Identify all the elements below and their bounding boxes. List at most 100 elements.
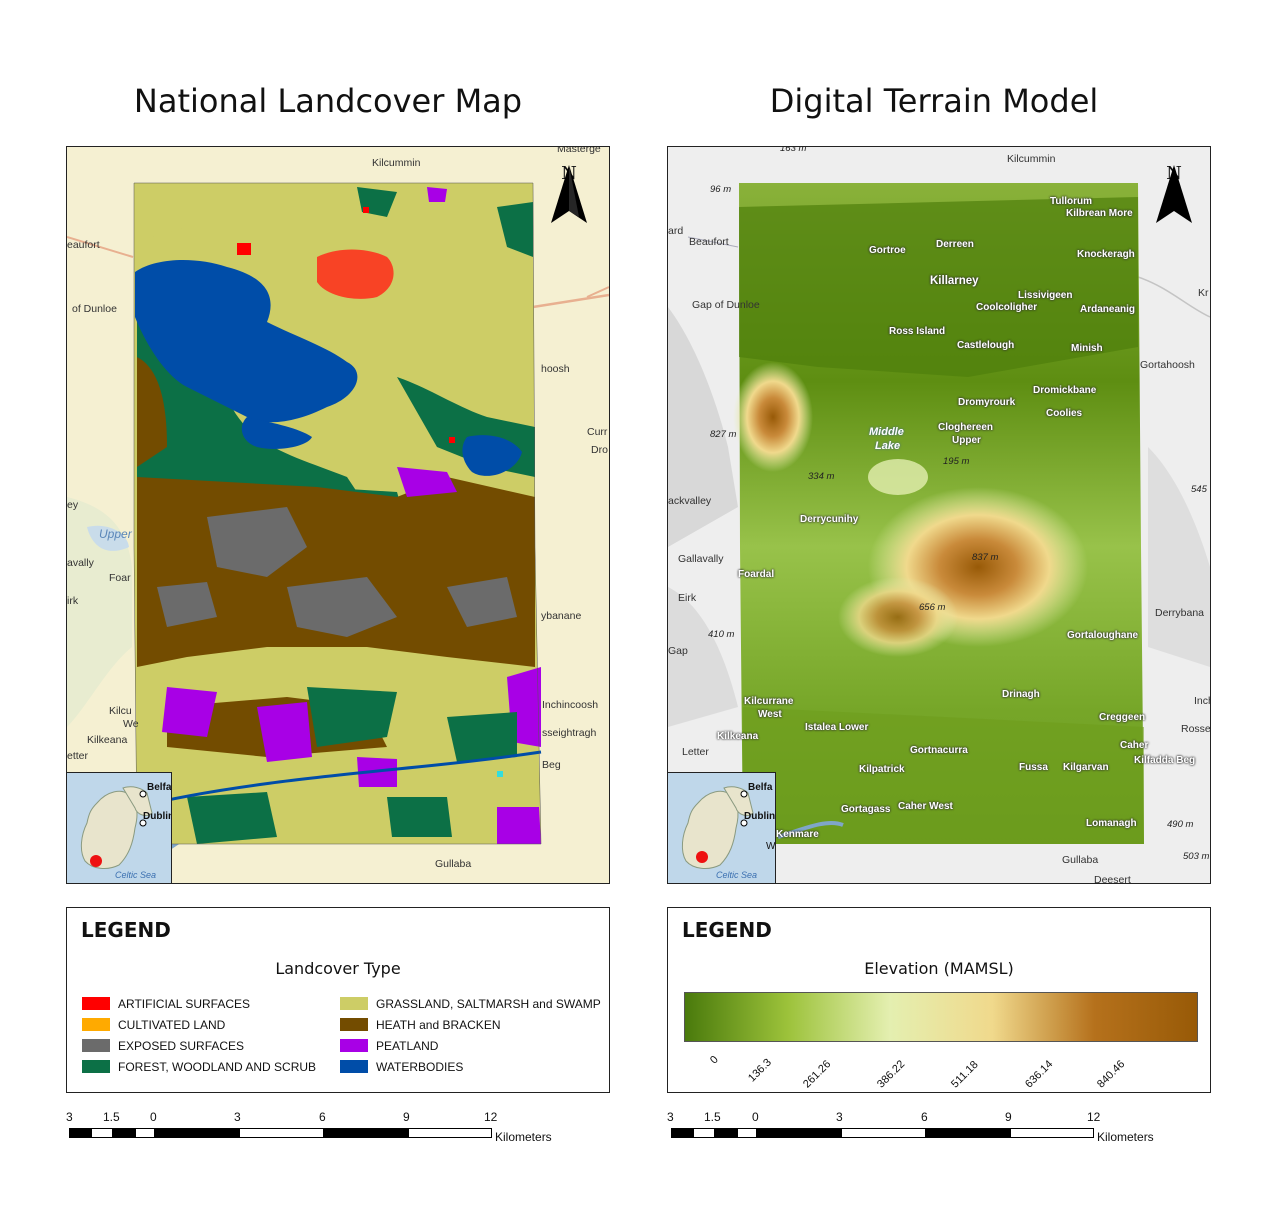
dtm-place-dromickbane: Dromickbane	[1033, 385, 1097, 396]
elev-163: 163 m	[780, 146, 807, 154]
middle-lake-line2: Lake	[875, 440, 901, 452]
dtm-place-gallavally: Gallavally	[678, 553, 724, 565]
inset-right-sea-label: Celtic Sea	[716, 870, 758, 880]
dtm-place-kilgarvan: Kilgarvan	[1063, 762, 1109, 773]
dtm-place-caher-west: Caher West	[898, 801, 953, 812]
legend-cultivated: CULTIVATED LAND	[118, 1018, 226, 1032]
dtm-place-kenmare: Kenmare	[776, 829, 819, 840]
scale-right-seg6	[841, 1128, 926, 1138]
dtm-place-gullaba: Gullaba	[1062, 854, 1099, 866]
swatch-cultivated	[82, 1018, 110, 1031]
elev-490: 490 m	[1167, 819, 1194, 830]
scale-right-seg5	[757, 1128, 841, 1138]
dtm-place-derreen: Derreen	[936, 239, 974, 250]
dtm-place-lissivigeen: Lissivigeen	[1018, 290, 1073, 301]
landcover-map-svg	[67, 147, 609, 883]
swatch-waterbodies	[340, 1060, 368, 1073]
lough-leane	[135, 260, 358, 423]
legend-right-heading: LEGEND	[682, 918, 772, 942]
legend-artificial: ARTIFICIAL SURFACES	[118, 997, 251, 1011]
legend-exposed: EXPOSED SURFACES	[118, 1039, 245, 1053]
dtm-place-rossei: Rossei	[1181, 723, 1211, 735]
dtm-place-beaufort: Beaufort	[689, 236, 729, 248]
dtm-place-killarney: Killarney	[930, 275, 979, 287]
dtm-place-fussa: Fussa	[1019, 762, 1048, 773]
dtm-place-coolcoligher: Coolcoligher	[976, 302, 1038, 313]
place-foar: Foar	[109, 572, 131, 584]
scale-right-unit: Kilometers	[1097, 1130, 1154, 1144]
dtm-place-gortroe: Gortroe	[869, 245, 906, 256]
dtm-place-castlelough: Castlelough	[957, 340, 1015, 351]
dtm-place-letter: Letter	[682, 746, 709, 758]
scale-right-1-5: 1.5	[704, 1110, 721, 1124]
dtm-place-kilbrean-more: Kilbrean More	[1066, 208, 1133, 219]
dtm-place-gortahoosh: Gortahoosh	[1140, 359, 1195, 371]
dtm-place-ard: ard	[668, 225, 684, 237]
dtm-place-minish: Minish	[1071, 343, 1103, 354]
legend-grassland: GRASSLAND, SALTMARSH and SWAMP	[376, 997, 601, 1011]
legend-subtitle: Landcover Type	[275, 959, 401, 978]
swatch-artificial	[82, 997, 110, 1010]
study-area-marker	[90, 855, 102, 867]
scale-left-1-5: 1.5	[103, 1110, 120, 1124]
legend-peatland: PEATLAND	[376, 1039, 439, 1053]
ramp-tick-2: 261.26	[801, 1058, 834, 1091]
dtm-place-inchir: Inchir	[1194, 695, 1210, 707]
upper-lake	[462, 435, 522, 476]
north-arrow-right: N	[1154, 163, 1194, 247]
place-etter: etter	[67, 750, 89, 762]
elev-96: 96 m	[710, 184, 732, 195]
dtm-place-kilpatrick: Kilpatrick	[859, 764, 905, 775]
dtm-place-kr: Kr	[1198, 287, 1209, 299]
dtm-place-kilfadda-beg: Kilfadda Beg	[1134, 755, 1196, 766]
dtm-place-eirk: Eirk	[678, 592, 697, 604]
scale-left-seg3	[113, 1128, 135, 1138]
place-upper: Upper	[99, 527, 132, 541]
dtm-place-tullorum: Tullorum	[1050, 196, 1093, 207]
place-beg: Beg	[542, 759, 561, 771]
place-ybanane: ybanane	[541, 610, 582, 622]
scale-right-seg2	[693, 1128, 715, 1138]
scalebar-right: 3 1.5 0 3 6 9 12 Kilometers	[667, 1110, 1227, 1150]
dtm-place-gortnacurra: Gortnacurra	[910, 745, 968, 756]
ramp-tick-5: 636.14	[1023, 1058, 1056, 1091]
place-masterge: Masterge	[557, 146, 601, 155]
scale-left-seg5	[155, 1128, 239, 1138]
scale-right-12: 12	[1087, 1110, 1101, 1124]
dtm-place-derrybana: Derrybana	[1155, 607, 1205, 619]
place-avally: avally	[67, 557, 94, 569]
dtm-place-dromyrourk: Dromyrourk	[958, 397, 1016, 408]
place-kilkeana: Kilkeana	[87, 734, 128, 746]
scale-left-6: 6	[319, 1110, 326, 1124]
dtm-place-coolies: Coolies	[1046, 408, 1083, 419]
middle-lake-line1: Middle	[869, 426, 904, 438]
elevation-legend: LEGEND Elevation (MAMSL) 0 136.3 261.26 …	[667, 907, 1211, 1093]
landcover-map-frame[interactable]: N Kilcummin Masterge eaufort of Dunloe h…	[66, 146, 610, 884]
inset-label-belfast: Belfa	[147, 782, 172, 793]
scale-left-unit: Kilometers	[495, 1130, 552, 1144]
north-arrow-icon	[551, 165, 587, 223]
scale-left-12: 12	[484, 1110, 498, 1124]
ramp-tick-0: 0	[708, 1053, 721, 1067]
landcover-legend: LEGEND Landcover Type ARTIFICIAL SURFACE…	[66, 907, 610, 1093]
scale-left-seg1	[69, 1128, 91, 1138]
dtm-place-gap-of-dunloe: Gap of Dunloe	[692, 299, 760, 311]
legend-heath: HEATH and BRACKEN	[376, 1018, 501, 1032]
place-irk: irk	[67, 595, 79, 607]
place-hoosh: hoosh	[541, 363, 570, 375]
terrain-map-svg	[668, 147, 1210, 883]
terrain-map-frame[interactable]: N Kilcummin Tullorum Kilbrean More Beauf…	[667, 146, 1211, 884]
scale-left-seg8	[408, 1128, 492, 1138]
dtm-place-gortaloughane: Gortaloughane	[1067, 630, 1139, 641]
place-we: We	[123, 718, 139, 730]
place-eaufort: eaufort	[67, 239, 100, 251]
elev-503: 503 m	[1183, 851, 1210, 862]
scale-left-0: 0	[150, 1110, 157, 1124]
dtm-place-creggeen: Creggeen	[1099, 712, 1146, 723]
swatch-exposed	[82, 1039, 110, 1052]
scale-right-seg3	[715, 1128, 737, 1138]
inset-locator-map: Belfa Dublin Celtic Sea	[67, 772, 172, 883]
scale-right-3: 3	[836, 1110, 843, 1124]
elev-837: 837 m	[972, 552, 999, 563]
dtm-place-knockeragh: Knockeragh	[1077, 249, 1135, 260]
